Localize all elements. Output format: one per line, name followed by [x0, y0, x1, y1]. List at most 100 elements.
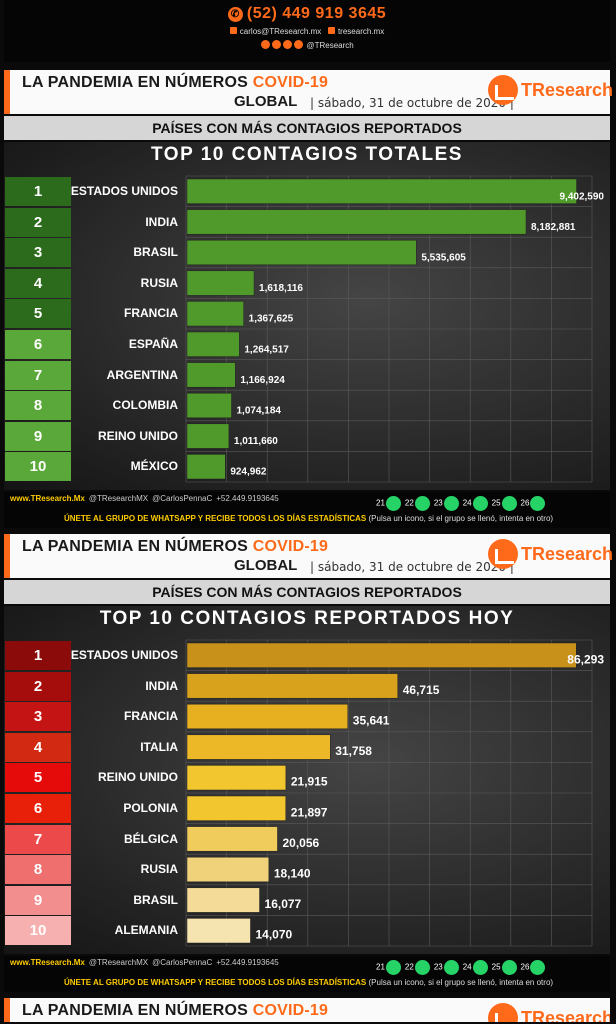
value-label: 1,074,184: [237, 406, 282, 417]
panel-subtitle: PAÍSES CON MÁS CONTAGIOS REPORTADOS: [4, 116, 610, 140]
value-label: 1,166,924: [240, 375, 285, 386]
whatsapp-icon: [414, 496, 430, 512]
bar: [186, 765, 287, 791]
rank-cell: 3: [5, 702, 71, 732]
rank-cell: 1: [5, 641, 71, 670]
bar: [186, 301, 244, 327]
whatsapp-icon: [414, 960, 430, 976]
country-label: INDIA: [145, 214, 178, 229]
rank-cell: 2: [5, 671, 71, 701]
whatsapp-icon: [385, 960, 401, 976]
email-icon: [229, 27, 237, 34]
contact-row: carlos@TResearch.mx tresearch.mx: [4, 27, 610, 36]
whatsapp-group-26[interactable]: 26: [520, 960, 546, 976]
footer-whatsapp[interactable]: +52.449.9193645: [216, 958, 279, 967]
whatsapp-group-22[interactable]: 22: [405, 496, 430, 512]
whatsapp-icon: [385, 496, 401, 512]
whatsapp-icon: [530, 496, 546, 512]
rank-cell: 10: [5, 452, 71, 482]
value-label: 8,182,881: [531, 222, 576, 233]
value-label: 9,402,590: [560, 191, 605, 202]
country-label: ESTADOS UNIDOS: [70, 184, 178, 198]
footer-twitter[interactable]: @TResearchMX: [88, 494, 149, 503]
rank-cell: 8: [5, 391, 71, 421]
country-label: ESPAÑA: [128, 337, 178, 351]
whatsapp-groups: 21 22 23 24 25 26: [376, 493, 549, 512]
group-number: 24: [462, 963, 472, 972]
value-label: 31,758: [335, 744, 372, 758]
tresearch-logo: TResearch: [488, 1002, 610, 1022]
footer-twitter[interactable]: @TResearchMX: [88, 958, 149, 967]
rank-cell: 9: [5, 421, 71, 451]
rank-cell: 6: [5, 330, 71, 359]
group-number: 25: [491, 963, 501, 972]
whatsapp-group-21[interactable]: 21: [376, 496, 401, 512]
scope-label: GLOBAL: [234, 557, 298, 574]
facebook-icon[interactable]: [272, 40, 282, 49]
footer-handle[interactable]: @CarlosPennaC: [152, 958, 213, 967]
rank-cell: 10: [5, 916, 71, 946]
chart-title: TOP 10 CONTAGIOS REPORTADOS HOY: [99, 608, 515, 629]
social-handle: @TResearch: [306, 41, 354, 50]
rank-cell: 2: [5, 207, 71, 237]
phone-row[interactable]: ✆ (52) 449 919 3645: [4, 5, 610, 23]
date-label: | sábado, 31 de octubre de 2020 |: [310, 560, 514, 574]
rank-cell: 7: [5, 824, 71, 854]
chart-title: TOP 10 CONTAGIOS TOTALES: [151, 144, 463, 165]
country-label: MÉXICO: [130, 459, 178, 474]
value-label: 86,293: [567, 652, 604, 666]
website-link[interactable]: tresearch.mx: [337, 27, 385, 36]
whatsapp-group-21[interactable]: 21: [376, 960, 401, 976]
linkedin-icon[interactable]: [283, 40, 293, 49]
bar: [186, 209, 527, 235]
footer-site[interactable]: www.TResearch.Mx: [10, 958, 85, 967]
tresearch-logo: TResearch: [488, 538, 613, 572]
instagram-icon[interactable]: [294, 40, 304, 49]
group-number: 23: [433, 963, 443, 972]
whatsapp-icon: [443, 496, 459, 512]
whatsapp-group-25[interactable]: 25: [491, 960, 517, 976]
whatsapp-group-22[interactable]: 22: [405, 960, 430, 976]
twitter-icon[interactable]: [261, 40, 271, 49]
footer-cta: ÚNETE AL GRUPO DE WHATSAPP Y RECIBE TODO…: [64, 978, 554, 987]
value-label: 924,962: [230, 467, 267, 478]
group-number: 25: [491, 499, 501, 508]
whatsapp-groups: 21 22 23 24 25 26: [376, 957, 549, 976]
country-label: REINO UNIDO: [97, 770, 178, 785]
rank-cell: 1: [5, 177, 71, 206]
bar: [186, 918, 251, 944]
bar: [186, 642, 577, 668]
whatsapp-group-24[interactable]: 24: [462, 496, 488, 512]
whatsapp-group-23[interactable]: 23: [433, 960, 459, 976]
rank-cell: 8: [5, 855, 71, 885]
group-number: 24: [462, 499, 472, 508]
whatsapp-group-24[interactable]: 24: [462, 960, 488, 976]
whatsapp-group-25[interactable]: 25: [491, 496, 517, 512]
panel-footer: www.TResearch.Mx @TResearchMX @CarlosPenna…: [4, 492, 610, 528]
whatsapp-icon: [443, 960, 459, 976]
group-number: 26: [520, 963, 530, 972]
bar: [186, 826, 278, 852]
email-link[interactable]: carlos@TResearch.mx: [239, 27, 322, 36]
whatsapp-group-23[interactable]: 23: [434, 496, 459, 512]
rank-cell: 5: [5, 763, 71, 793]
chart-logo-icon: [488, 539, 518, 569]
bar: [186, 454, 226, 480]
value-label: 1,011,660: [234, 436, 278, 447]
footer-site[interactable]: www.TResearch.Mx: [10, 494, 85, 503]
bar: [186, 331, 240, 357]
value-label: 35,641: [353, 714, 390, 728]
country-label: BRASIL: [133, 892, 178, 907]
page-title: LA PANDEMIA EN NÚMEROS COVID-19: [22, 538, 329, 555]
footer-cta: ÚNETE AL GRUPO DE WHATSAPP Y RECIBE TODO…: [64, 514, 554, 523]
country-label: ESTADOS UNIDOS: [70, 648, 178, 662]
country-label: RUSIA: [140, 862, 178, 877]
whatsapp-icon: [472, 496, 488, 512]
whatsapp-group-26[interactable]: 26: [521, 496, 546, 512]
footer-whatsapp[interactable]: +52.449.9193645: [216, 494, 279, 503]
footer-handle[interactable]: @CarlosPennaC: [152, 494, 213, 503]
panel-footer: www.TResearch.Mx @TResearchMX @CarlosPenna…: [4, 956, 610, 992]
whatsapp-icon: ✆: [227, 7, 243, 22]
panel-header: LA PANDEMIA EN NÚMEROS COVID-19 TResearc…: [4, 998, 610, 1022]
value-label: 1,618,116: [259, 283, 303, 294]
